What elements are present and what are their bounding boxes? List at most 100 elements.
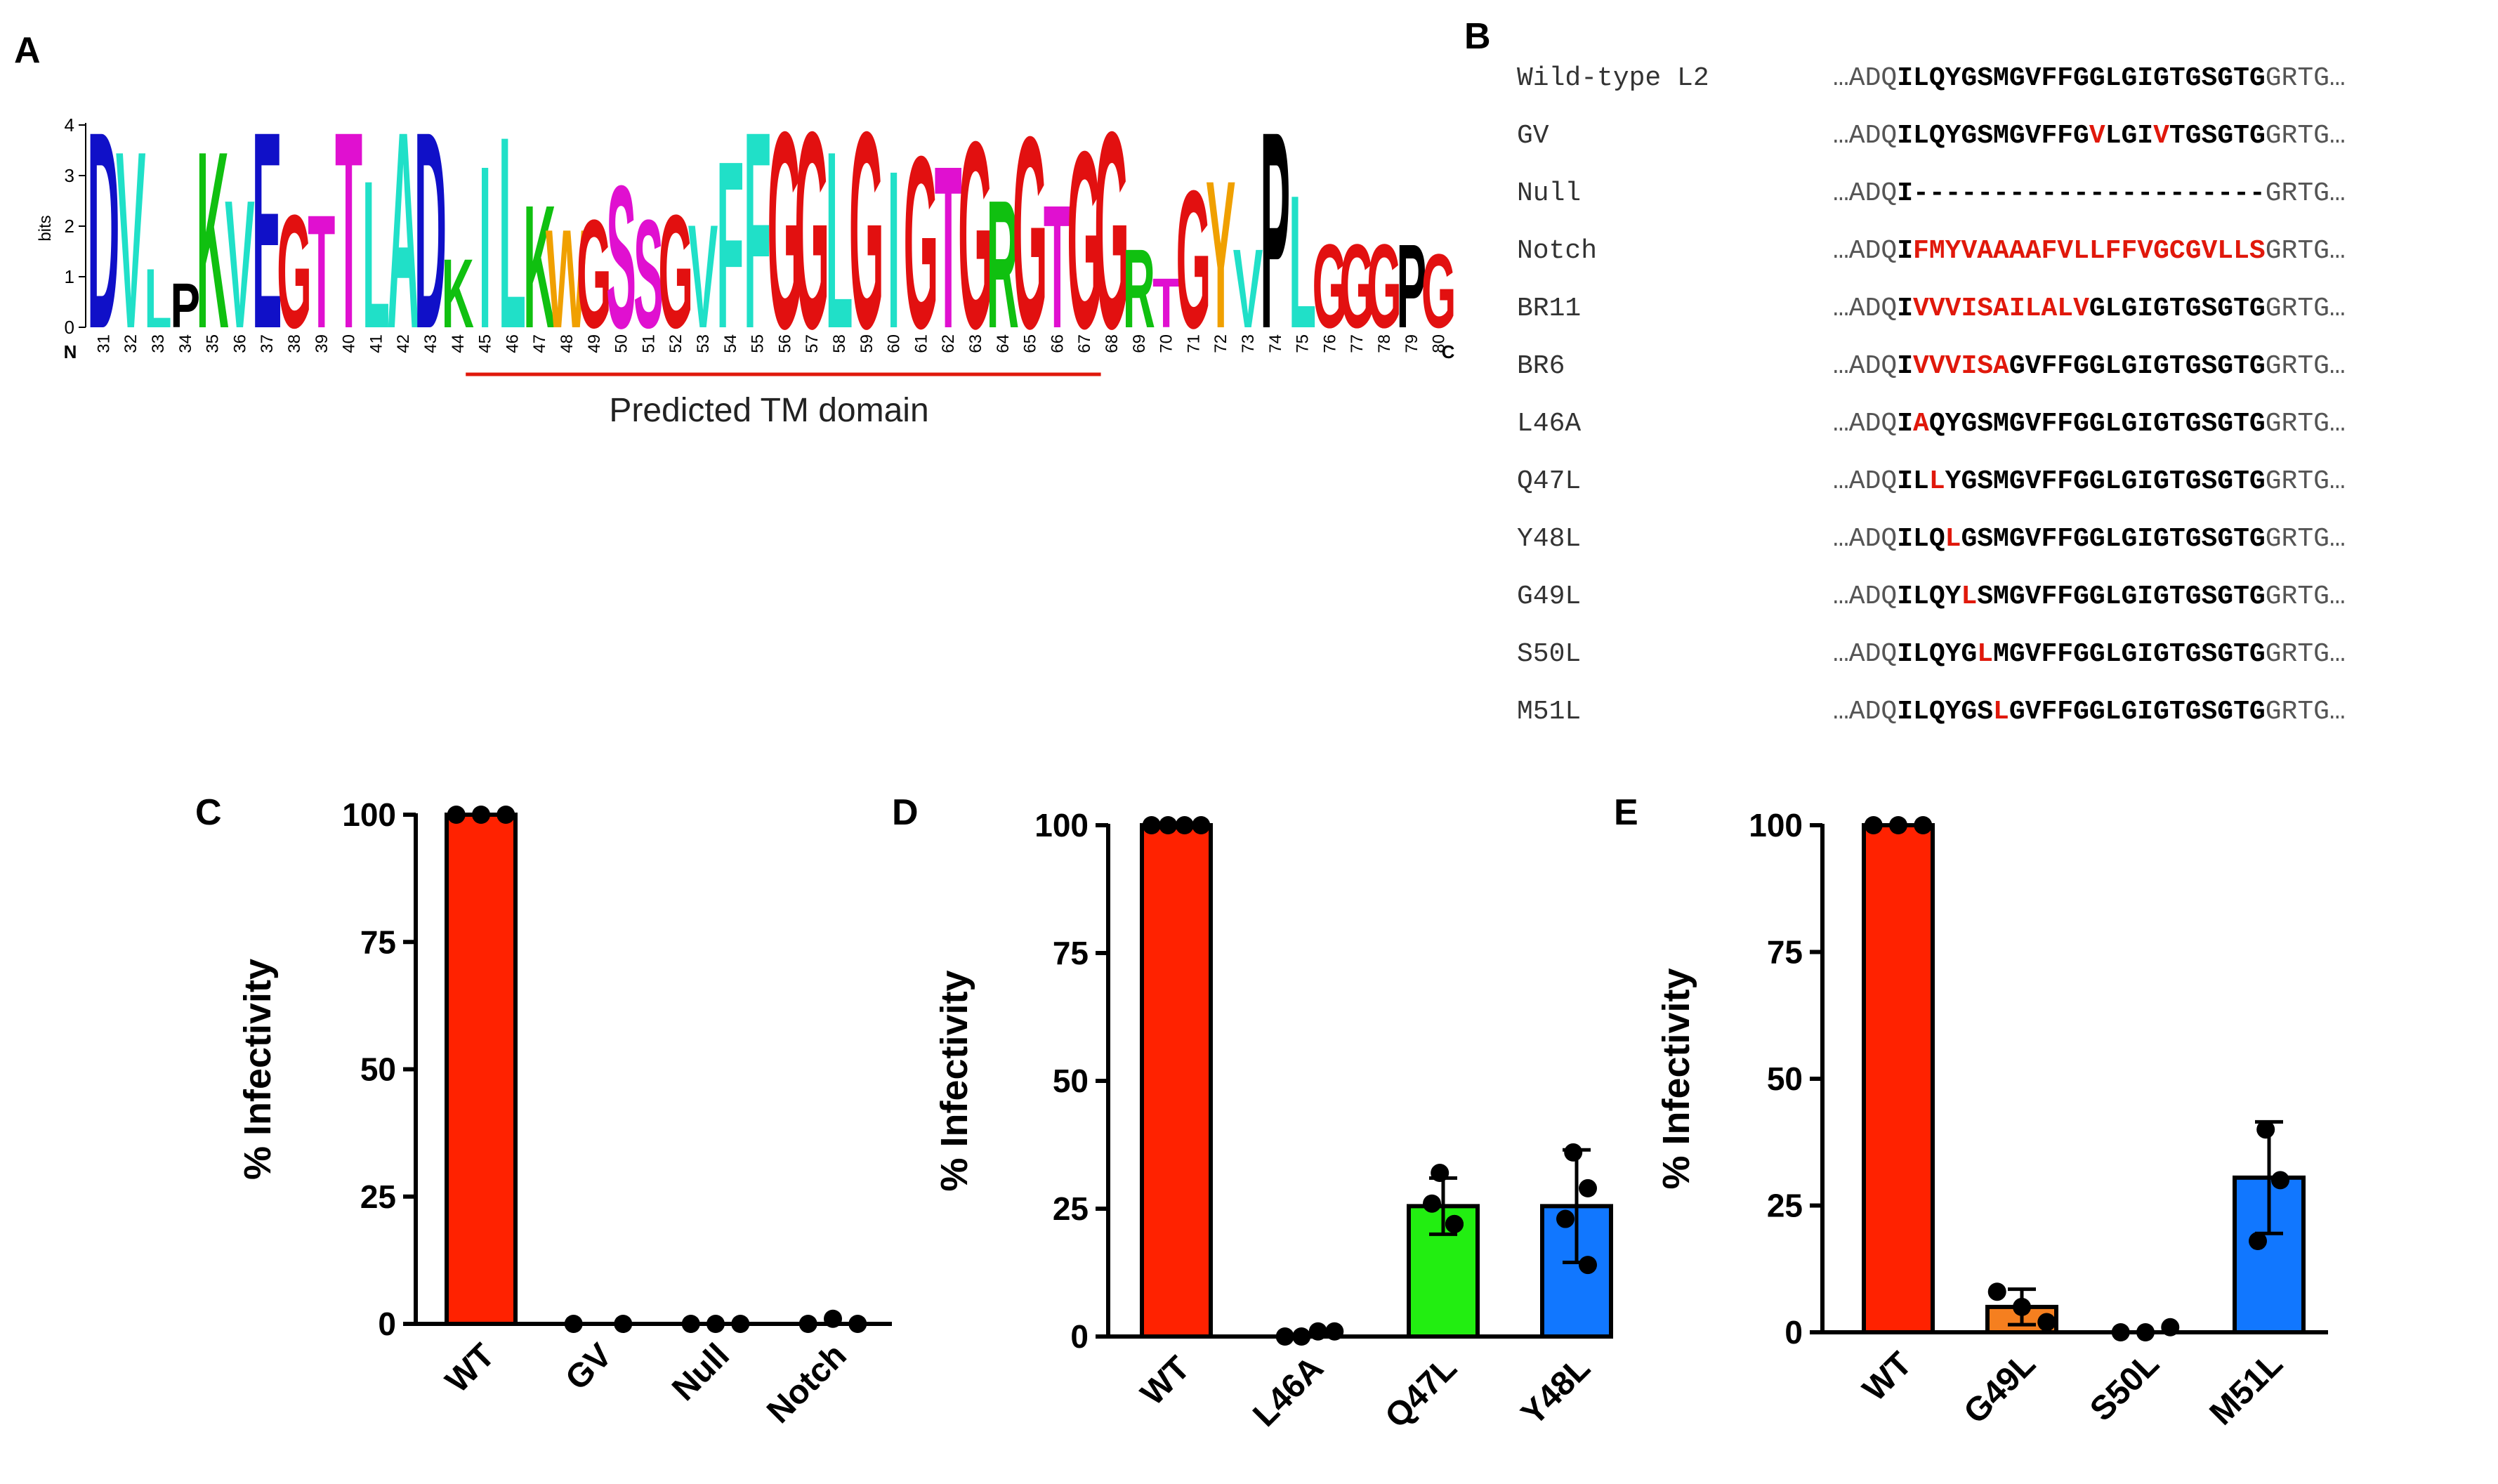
sequence-segment: …ADQ — [1833, 121, 1898, 151]
logo-position-label: 35 — [204, 334, 223, 353]
data-point — [1889, 816, 1907, 834]
logo-position-label: 56 — [775, 334, 794, 353]
logo-position-label: 71 — [1184, 334, 1203, 353]
logo-letter: G — [768, 73, 803, 387]
sequence-segment: GRTG… — [2265, 351, 2346, 381]
logo-position-label: 34 — [176, 334, 195, 353]
logo-position-label: 79 — [1402, 334, 1421, 353]
data-point — [2136, 1323, 2155, 1341]
logo-position-label: 59 — [857, 334, 876, 353]
sequence-segment: GRTG… — [2265, 409, 2346, 439]
y-tick-label: 0 — [378, 1306, 396, 1342]
logo-position-label: 36 — [230, 334, 249, 353]
logo-letter: G — [1313, 221, 1348, 353]
logo-letter: E — [252, 73, 282, 387]
y-axis-label: % Infectivity — [1655, 968, 1697, 1189]
logo-position-label: 76 — [1320, 334, 1339, 353]
logo-letter: L — [145, 252, 172, 346]
sequence-segment: GLGIGTGSGTG — [2089, 294, 2266, 324]
logo-letter: T — [1044, 169, 1071, 365]
sequence-segment: LGI — [2105, 121, 2154, 151]
logo-letter: I — [479, 119, 492, 377]
x-tick-label: Null — [665, 1337, 737, 1408]
sequence-segment: …ADQ — [1833, 409, 1898, 439]
sequence-segment: MGVFFGGLGIGTGSGTG — [1993, 639, 2266, 669]
bar — [1862, 823, 1935, 1334]
logo-y-tick-label: 2 — [65, 216, 74, 237]
data-point — [1431, 1164, 1450, 1183]
x-tick-label: Y48L — [1514, 1349, 1598, 1433]
logo-position-label: 78 — [1375, 334, 1394, 353]
sequence-segment: I — [1897, 351, 1914, 381]
sequence-segment: ILQ — [1897, 524, 1945, 554]
chart-c: 0 25 50 75 100 % Infectivity WT GV Null Notch — [237, 796, 892, 1431]
logo-letter: G — [1176, 150, 1211, 370]
logo-letter: T — [308, 181, 335, 362]
data-point — [1864, 816, 1883, 834]
alignment-row-sequence: …ADQIVVVISAILALVGLGIGTGSGTGGRTG… — [1833, 294, 2346, 324]
logo-letter: T — [1152, 263, 1180, 342]
sequence-segment: ILQYGS — [1897, 697, 1994, 727]
logo-letter: D — [87, 73, 119, 387]
logo-letter: G — [1094, 73, 1129, 387]
logo-position-label: 51 — [639, 334, 658, 353]
logo-position-label: 60 — [885, 334, 904, 353]
logo-position-label: 67 — [1075, 334, 1094, 353]
alignment-row-sequence: …ADQIFMYVAAAAFVLLFFVGCGVLLSGRTG… — [1833, 236, 2346, 266]
sequence-segment: V — [2153, 121, 2169, 151]
sequence-segment: GRTG… — [2265, 524, 2346, 554]
alignment-row-name: GV — [1517, 121, 1549, 151]
y-tick-label: 100 — [1749, 807, 1803, 843]
alignment-row-name: Y48L — [1517, 524, 1582, 554]
sequence-segment: QYGSMGVFFGGLGIGTGSGTG — [1928, 409, 2266, 439]
logo-n-terminus: N — [64, 341, 77, 362]
logo-letter: G — [1067, 98, 1102, 381]
chart-e: 0 25 50 75 100 % Infectivity WT G49L S50L M51L — [1655, 807, 2328, 1433]
logo-letter: P — [1261, 73, 1291, 387]
logo-letter: S — [633, 188, 664, 361]
sequence-segment: VVVISAILALV — [1913, 294, 2089, 324]
logo-letter: G — [904, 105, 939, 380]
x-tick-label: G49L — [1957, 1345, 2042, 1431]
logo-letter: G — [1421, 233, 1457, 350]
x-tick-label: M51L — [2203, 1345, 2290, 1432]
y-tick-label: 25 — [1767, 1188, 1803, 1224]
sequence-segment: …ADQ — [1833, 524, 1898, 554]
sequence-segment: ILQY — [1897, 582, 1961, 612]
y-axis-label: % Infectivity — [237, 959, 279, 1180]
data-point — [2013, 1297, 2031, 1316]
y-tick-label: 0 — [1070, 1318, 1089, 1355]
logo-y-tick-label: 1 — [65, 266, 74, 287]
logo-position-label: 73 — [1239, 334, 1258, 353]
logo-position-label: 68 — [1103, 334, 1122, 353]
logo-letter: L — [499, 80, 526, 386]
logo-position-label: 62 — [939, 334, 958, 353]
data-point — [614, 1315, 633, 1333]
y-axis-label: % Infectivity — [933, 970, 975, 1191]
x-tick-label: L46A — [1246, 1349, 1330, 1433]
panel-label-c: C — [195, 792, 222, 833]
sequence-segment: I — [1897, 236, 1914, 266]
alignment-row-name: S50L — [1517, 639, 1582, 669]
logo-y-ticks: 0 1 2 3 4 — [65, 114, 86, 338]
logo-position-label: 80 — [1430, 334, 1449, 353]
x-tick-label: WT — [1856, 1345, 1919, 1408]
logo-letter: V — [225, 164, 255, 367]
logo-position-label: 69 — [1130, 334, 1149, 353]
logo-position-label: 38 — [285, 334, 304, 353]
logo-letter: V — [116, 98, 146, 381]
logo-position-label: 37 — [258, 334, 277, 353]
y-tick-label: 100 — [1034, 807, 1089, 843]
logo-position-label: 70 — [1157, 334, 1176, 353]
logo-position-label: 32 — [121, 334, 140, 353]
data-point — [1423, 1194, 1441, 1213]
y-tick-label: 0 — [1784, 1314, 1803, 1351]
sequence-segment: VVVISA — [1913, 351, 2009, 381]
sequence-segment: IL — [1897, 466, 1929, 497]
alignment-row-sequence: …ADQILQYLSMGVFFGGLGIGTGSGTGGRTG… — [1833, 582, 2346, 612]
logo-letter: P — [1397, 221, 1427, 353]
logo-position-label: 61 — [912, 334, 931, 353]
sequence-segment: I — [1897, 409, 1914, 439]
data-point — [1192, 816, 1211, 834]
